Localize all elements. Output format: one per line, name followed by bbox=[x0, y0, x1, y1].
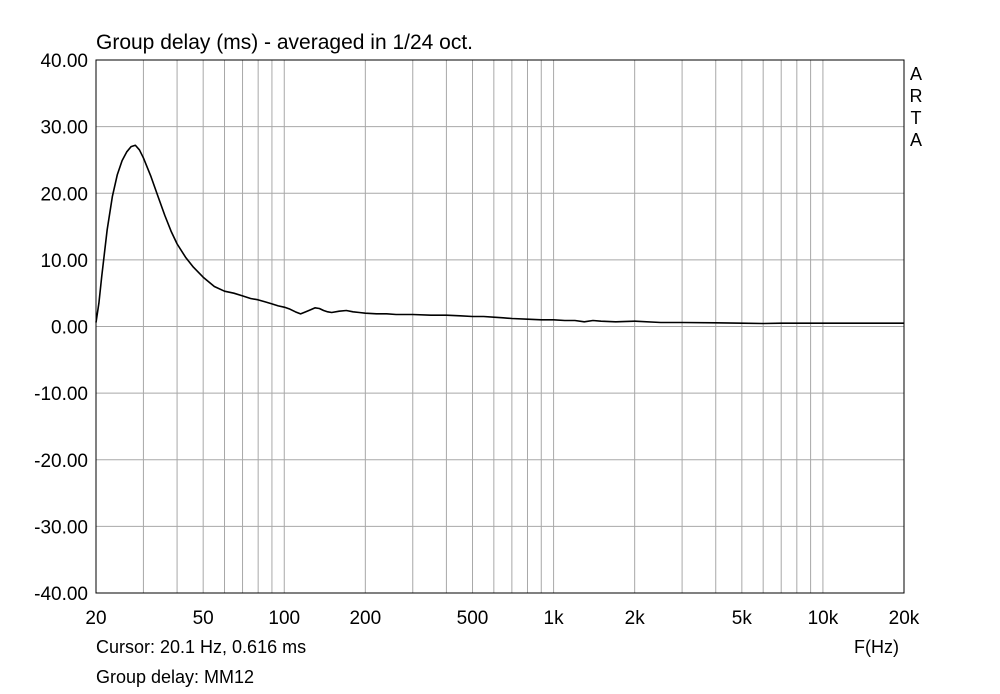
brand-letter: T bbox=[910, 108, 922, 128]
x-tick-label: 2k bbox=[625, 608, 646, 629]
x-tick-label: 500 bbox=[457, 608, 489, 629]
x-tick-label: 10k bbox=[808, 608, 839, 629]
x-tick-label: 200 bbox=[349, 608, 381, 629]
brand-letter: A bbox=[909, 64, 922, 84]
x-tick-label: 50 bbox=[193, 608, 214, 629]
y-tick-label: 0.00 bbox=[51, 318, 88, 339]
series-label: Group delay: MM12 bbox=[96, 667, 255, 687]
y-tick-labels: 40.00 30.00 20.00 10.00 0.00 -10.00 -20.00 -30.… bbox=[34, 51, 88, 605]
x-tick-label: 20k bbox=[889, 608, 920, 629]
x-tick-label: 5k bbox=[732, 608, 753, 629]
y-tick-label: -10.00 bbox=[34, 384, 88, 405]
group-delay-line bbox=[95, 144, 904, 325]
brand-letter: A bbox=[909, 130, 922, 150]
y-tick-label: -20.00 bbox=[34, 451, 88, 472]
cursor-readout: Cursor: 20.1 Hz, 0.616 ms bbox=[96, 637, 307, 657]
x-axis-label: F(Hz) bbox=[854, 637, 899, 657]
y-tick-label: -40.00 bbox=[34, 584, 88, 605]
x-tick-label: 1k bbox=[544, 608, 565, 629]
y-tick-label: 30.00 bbox=[40, 118, 88, 139]
plot-frame[interactable] bbox=[95, 59, 905, 594]
arta-brand: A R T A bbox=[907, 63, 925, 151]
y-tick-label: -30.00 bbox=[34, 517, 88, 538]
x-tick-label: 20 bbox=[85, 608, 106, 629]
brand-letter: R bbox=[909, 86, 923, 106]
x-tick-label: 100 bbox=[268, 608, 300, 629]
x-tick-labels: 20 50 100 200 500 1k 2k 5k 10k 20k bbox=[85, 608, 919, 629]
y-tick-label: 10.00 bbox=[40, 251, 88, 272]
y-tick-label: 40.00 bbox=[40, 51, 88, 72]
chart-title: Group delay (ms) - averaged in 1/24 oct. bbox=[96, 31, 473, 54]
grid bbox=[96, 60, 904, 593]
series-group bbox=[95, 144, 904, 325]
y-tick-label: 20.00 bbox=[40, 184, 88, 205]
